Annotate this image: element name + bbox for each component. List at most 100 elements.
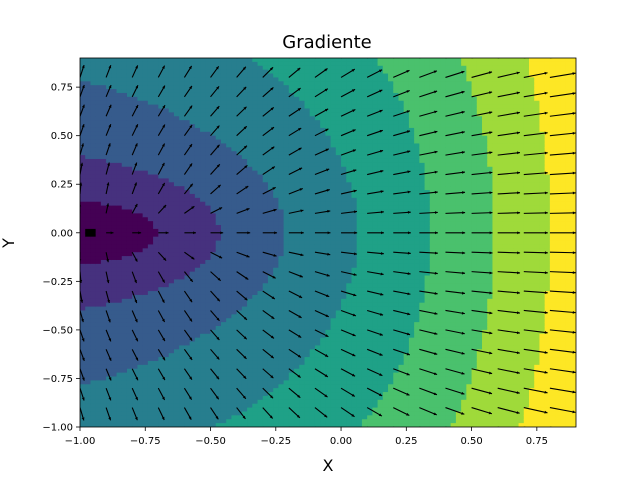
quiver-arrowhead [407, 251, 411, 255]
quiver-arrowhead [326, 294, 330, 297]
quiver-arrowhead [433, 372, 438, 376]
quiver-arrowhead [407, 190, 411, 194]
quiver-arrow [419, 329, 438, 335]
quiver-arrowhead [379, 312, 384, 316]
quiver-arrowhead [489, 271, 493, 275]
quiver-arrowhead [572, 52, 575, 55]
quiver-arrowhead [162, 337, 165, 342]
quiver-arrowhead [351, 89, 356, 92]
quiver-arrowhead [517, 231, 521, 235]
quiver-arrowhead [601, 351, 604, 354]
quiver-arrowhead [601, 291, 604, 294]
quiver-arrow [419, 426, 421, 427]
quiver-arrow [497, 387, 520, 394]
quiver-arrow [523, 426, 527, 427]
quiver-arrowhead [326, 188, 330, 192]
quiver-arrowhead [243, 106, 247, 110]
quiver-arrowhead [407, 231, 411, 235]
quiver-arrowhead [572, 92, 576, 95]
quiver-arrow [575, 154, 576, 156]
quiver-arrowhead [435, 231, 438, 235]
quiver-arrowhead [544, 91, 548, 95]
quiver-arrowhead [298, 128, 302, 131]
quiver-arrowhead [516, 351, 520, 355]
quiver-arrowhead [108, 85, 112, 89]
quiver-arrowhead [572, 330, 576, 334]
quiver-arrow [523, 212, 548, 214]
quiver-arrow [549, 329, 576, 334]
quiver-arrowhead [162, 85, 165, 89]
quiver-arrow [497, 407, 520, 414]
quiver-arrow [549, 387, 576, 393]
quiver-arrowhead [245, 186, 249, 189]
quiver-arrowhead [243, 375, 247, 379]
quiver-arrow [393, 251, 411, 254]
quiver-arrowhead [489, 432, 492, 435]
quiver-arrowhead [544, 311, 548, 314]
quiver-arrowhead [544, 350, 548, 354]
quiver-arrowhead [161, 396, 165, 400]
quiver-arrowhead [271, 296, 275, 299]
quiver-arrowhead [138, 231, 142, 235]
y-axis-label: Y [0, 238, 18, 249]
quiver-arrowhead [379, 89, 383, 93]
quiver-arrowhead [434, 190, 438, 194]
quiver-arrowhead [189, 356, 193, 360]
quiver-arrowhead [107, 319, 111, 323]
quiver-arrowhead [243, 86, 247, 90]
quiver-arrow [445, 171, 466, 176]
quiver-arrowhead [601, 172, 604, 175]
quiver-arrow [497, 329, 520, 334]
x-tick-label: −0.75 [130, 436, 161, 447]
quiver-arrowhead [108, 417, 111, 421]
quiver-arrow [497, 309, 521, 314]
quiver-arrow [549, 112, 576, 117]
quiver-arrowhead [271, 166, 275, 170]
quiver-arrow [419, 290, 438, 295]
quiver-arrowhead [325, 334, 329, 337]
quiver-arrowhead [189, 278, 193, 282]
quiver-arrowhead [601, 231, 604, 234]
quiver-arrowhead [325, 128, 329, 132]
quiver-arrowhead [352, 129, 356, 133]
quiver-arrowhead [242, 395, 246, 399]
quiver-arrowhead [516, 311, 520, 315]
quiver-arrowhead [434, 211, 438, 214]
quiver-arrowhead [217, 184, 221, 188]
quiver-arrow [393, 110, 411, 117]
quiver-arrowhead [188, 437, 191, 440]
x-axis: −1.00 −0.75 −0.50 −0.25 0.00 0.25 0.50 0.75 [65, 427, 548, 447]
quiver-arrowhead [326, 273, 330, 277]
y-tick-label: −0.25 [42, 277, 73, 288]
quiver-arrow [497, 212, 521, 214]
quiver-arrowhead [108, 124, 112, 128]
quiver-arrowhead [489, 151, 493, 155]
quiver-arrowhead [516, 431, 519, 434]
quiver-arrowhead [379, 353, 383, 356]
quiver-arrowhead [572, 410, 576, 414]
quiver-arrowhead [407, 150, 411, 154]
quiver-arrowhead [246, 208, 250, 211]
quiver-arrow [445, 191, 466, 195]
quiver-arrow [419, 407, 437, 416]
quiver-arrowhead [352, 333, 356, 337]
quiver-arrowhead [351, 413, 355, 417]
quiver-arrowhead [162, 124, 165, 128]
quiver-arrowhead [108, 377, 112, 381]
quiver-arrowhead [134, 417, 138, 421]
quiver-arrowhead [324, 435, 327, 438]
quiver-arrow [419, 348, 438, 355]
quiver-arrow [497, 151, 521, 156]
quiver-arrowhead [434, 150, 438, 154]
quiver-arrowhead [353, 189, 357, 193]
quiver-arrow [549, 192, 576, 195]
quiver-arrow [445, 131, 465, 137]
quiver-arrowhead [461, 351, 465, 355]
quiver-arrowhead [352, 353, 356, 357]
quiver-arrow [419, 251, 438, 254]
quiver-arrowhead [270, 47, 273, 50]
quiver-arrowhead [161, 318, 165, 323]
quiver-arrowhead [82, 45, 85, 48]
quiver-arrow [523, 387, 548, 394]
quiver-arrowhead [572, 271, 576, 275]
